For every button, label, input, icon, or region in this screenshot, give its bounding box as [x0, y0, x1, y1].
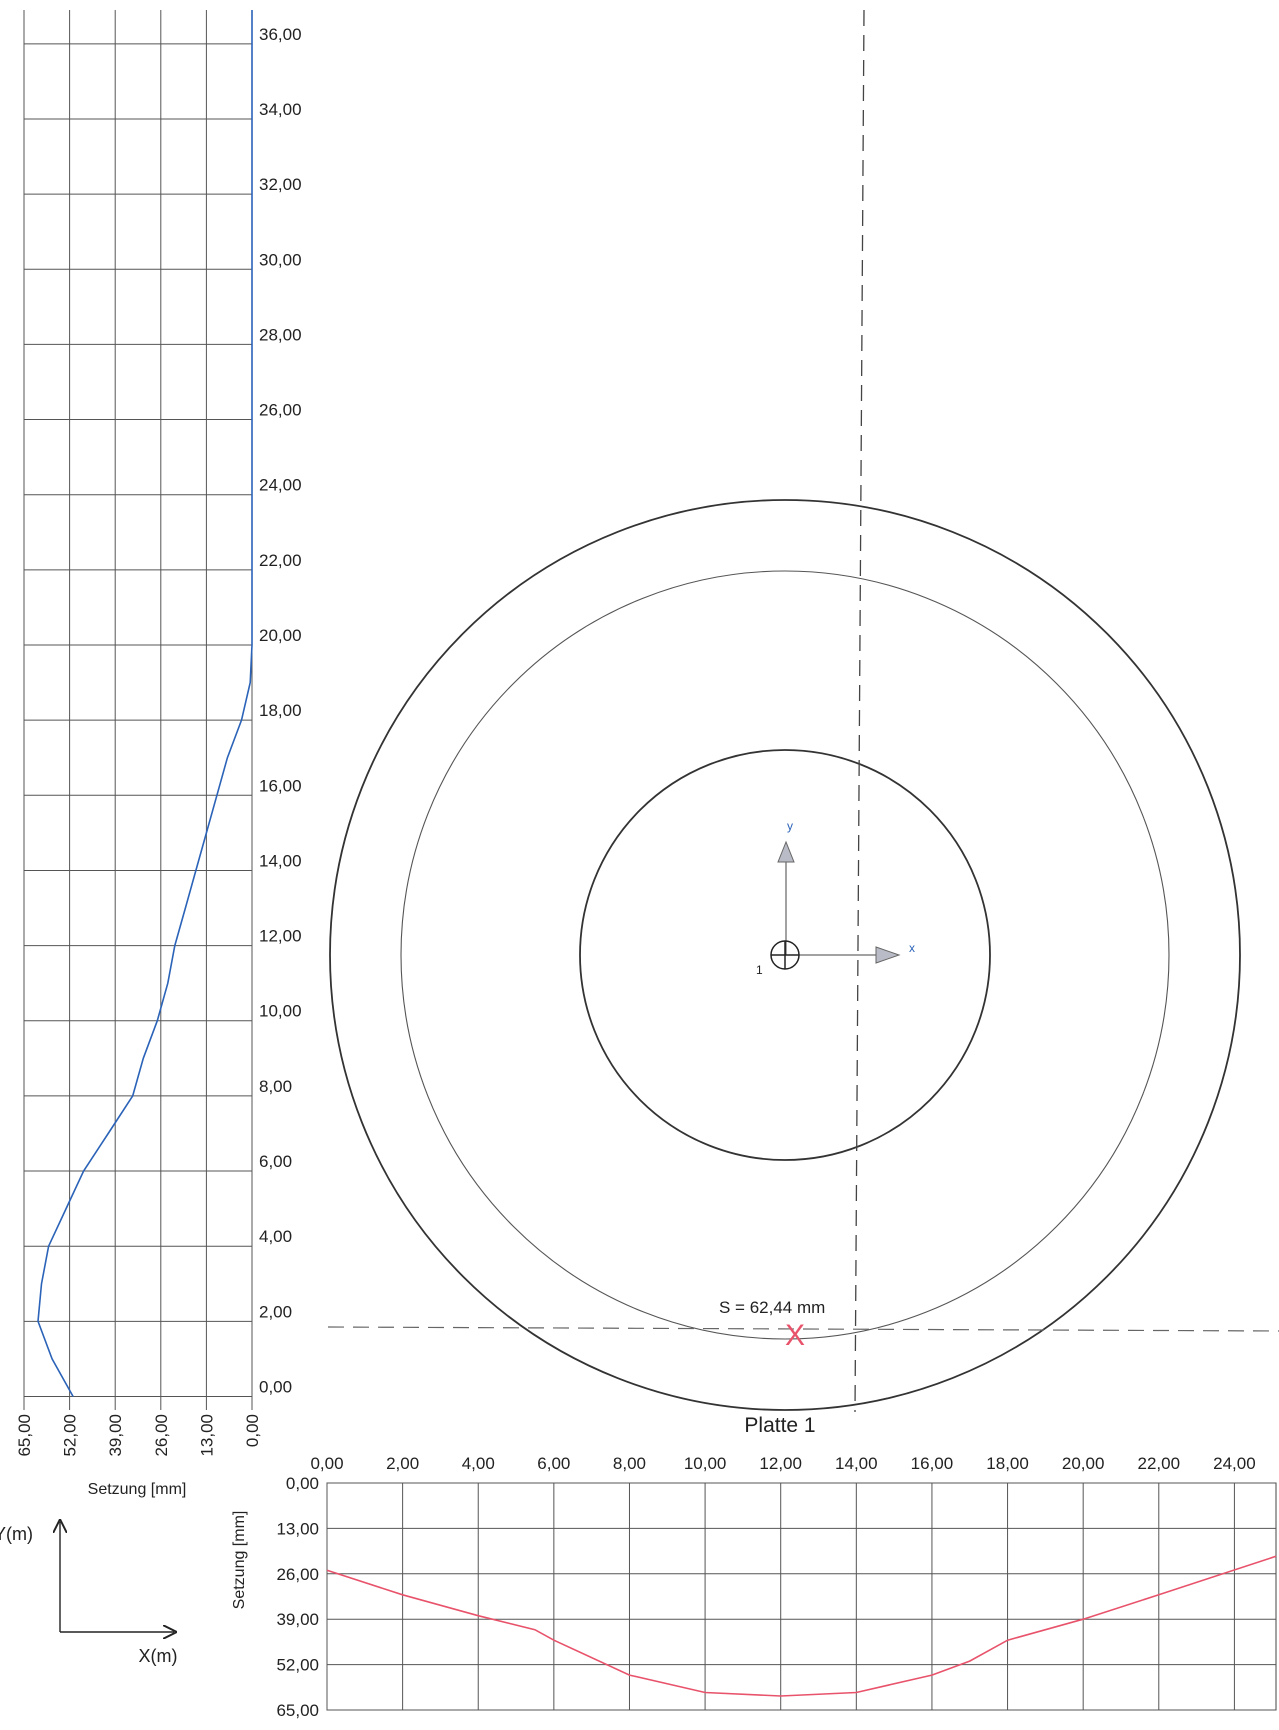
- bottom-series: [326, 1555, 1277, 1697]
- left-y-tick-label: 32,00: [259, 175, 302, 194]
- point-number: 1: [756, 963, 763, 977]
- left-y-tick-label: 20,00: [259, 626, 302, 645]
- left-y-tick-label: 2,00: [259, 1302, 292, 1321]
- bottom-y-tick-label: 26,00: [276, 1565, 319, 1584]
- bottom-x-tick-label: 24,00: [1213, 1454, 1256, 1473]
- bottom-x-tick-label: 16,00: [911, 1454, 954, 1473]
- bottom-settlement-line: [326, 1555, 1277, 1697]
- left-y-tick-label: 12,00: [259, 927, 302, 946]
- center-crosshair-icon: [770, 940, 800, 970]
- left-x-tick-label: 52,00: [61, 1414, 80, 1457]
- local-y-label: y: [787, 819, 793, 833]
- plan-view: y x 1 X S = 62,44 mm Platte 1: [327, 9, 1279, 1437]
- plate-title: Platte 1: [744, 1414, 815, 1437]
- left-y-tick-label: 16,00: [259, 776, 302, 795]
- left-x-tick-label: 26,00: [152, 1414, 171, 1457]
- bottom-y-tick-label: 13,00: [276, 1519, 319, 1538]
- left-y-tick-label: 14,00: [259, 851, 302, 870]
- left-y-tick-label: 0,00: [259, 1377, 292, 1396]
- left-y-tick-label: 28,00: [259, 325, 302, 344]
- settlement-marker: X: [785, 1319, 805, 1352]
- local-x-label: x: [909, 941, 915, 955]
- bottom-x-tick-label: 0,00: [310, 1454, 343, 1473]
- axis-arrow-icon: [777, 840, 795, 863]
- left-y-tick-label: 22,00: [259, 551, 302, 570]
- left-y-tick-label: 18,00: [259, 701, 302, 720]
- bottom-x-tick-label: 18,00: [986, 1454, 1029, 1473]
- left-x-tick-label: 39,00: [106, 1414, 125, 1457]
- bottom-y-tick-label: 52,00: [276, 1656, 319, 1675]
- axis-arrow-icon: [875, 946, 901, 964]
- left-x-tick-label: 13,00: [197, 1414, 216, 1457]
- horizontal-section-line: [327, 1326, 1279, 1332]
- bottom-y-axis-title: Setzung [mm]: [231, 1511, 248, 1610]
- left-y-tick-label: 8,00: [259, 1077, 292, 1096]
- inner-circle: [579, 749, 991, 1161]
- bottom-x-tick-label: 10,00: [684, 1454, 727, 1473]
- left-y-tick-label: 6,00: [259, 1152, 292, 1171]
- left-grid: [23, 10, 253, 1410]
- bottom-x-tick-label: 14,00: [835, 1454, 878, 1473]
- left-y-tick-label: 24,00: [259, 476, 302, 495]
- coordinate-x-label: X(m): [139, 1646, 178, 1666]
- vertical-settlement-chart: 65,00 52,00 39,00 26,00 13,00 0,00 0,00 2,00 4,0…: [15, 10, 302, 1498]
- bottom-y-tick-label: 39,00: [276, 1610, 319, 1629]
- left-series: [37, 10, 253, 1397]
- bottom-x-tick-label: 22,00: [1138, 1454, 1181, 1473]
- middle-circle: [400, 570, 1170, 1340]
- left-y-tick-label: 30,00: [259, 250, 302, 269]
- vertical-section-line: [854, 9, 865, 1413]
- bottom-x-tick-label: 6,00: [537, 1454, 570, 1473]
- bottom-x-tick-label: 20,00: [1062, 1454, 1105, 1473]
- left-y-tick-label: 4,00: [259, 1227, 292, 1246]
- left-settlement-line: [37, 10, 253, 1397]
- left-x-tick-label: 0,00: [243, 1414, 262, 1447]
- coordinate-y-label: Y(m): [0, 1524, 33, 1544]
- bottom-x-tick-label: 4,00: [462, 1454, 495, 1473]
- bottom-y-tick-label: 65,00: [276, 1701, 319, 1720]
- bottom-grid: [326, 1482, 1277, 1711]
- bottom-y-tick-label: 0,00: [286, 1474, 319, 1493]
- left-y-tick-label: 10,00: [259, 1002, 302, 1021]
- settlement-label: S = 62,44 mm: [719, 1298, 825, 1317]
- bottom-frame: [326, 1482, 1277, 1711]
- left-y-tick-label: 36,00: [259, 25, 302, 44]
- bottom-x-tick-label: 12,00: [759, 1454, 802, 1473]
- left-y-tick-label: 26,00: [259, 401, 302, 420]
- coordinate-axis-legend: Y(m) X(m): [0, 1522, 178, 1666]
- bottom-x-tick-label: 8,00: [613, 1454, 646, 1473]
- horizontal-settlement-chart: 0,00 2,00 4,00 6,00 8,00 10,00 12,00 14,00 16,00…: [231, 1454, 1277, 1720]
- left-y-tick-label: 34,00: [259, 100, 302, 119]
- outer-circle: [329, 499, 1241, 1411]
- bottom-x-tick-label: 2,00: [386, 1454, 419, 1473]
- left-x-axis-title: Setzung [mm]: [88, 1481, 187, 1498]
- bottom-tick-labels: 0,00 2,00 4,00 6,00 8,00 10,00 12,00 14,00 16,00…: [276, 1454, 1255, 1720]
- left-x-tick-label: 65,00: [15, 1414, 34, 1457]
- left-tick-labels: 65,00 52,00 39,00 26,00 13,00 0,00 0,00 2,00 4,0…: [15, 25, 302, 1457]
